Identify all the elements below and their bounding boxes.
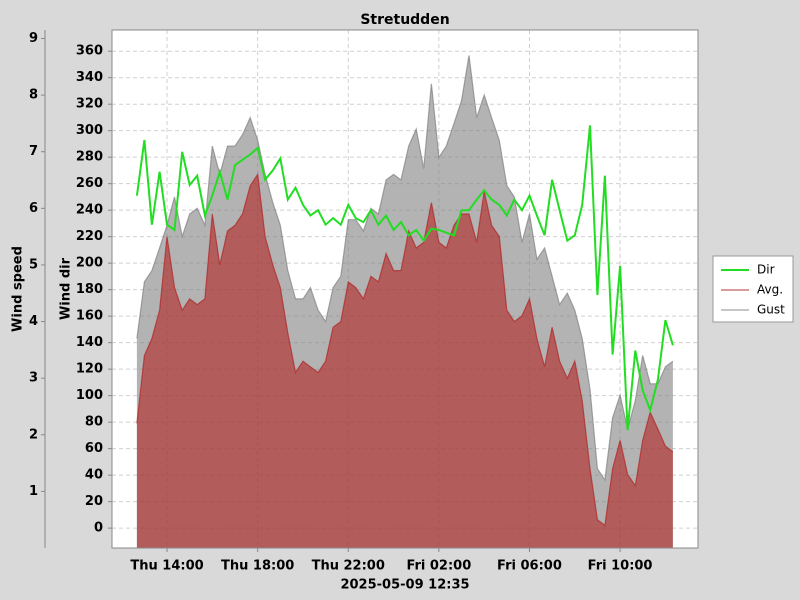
y-tick-label: 320 bbox=[76, 97, 103, 112]
y-tick-label: 40 bbox=[85, 468, 103, 483]
y-tick-label: 120 bbox=[76, 362, 103, 377]
series-line bbox=[135, 125, 674, 431]
y-tick-label: 60 bbox=[85, 441, 103, 456]
y-tick-label: 260 bbox=[76, 176, 103, 191]
legend-label: Dir bbox=[757, 263, 775, 277]
y2-tick-label: 2 bbox=[29, 427, 38, 442]
y-tick-label: 200 bbox=[76, 256, 103, 271]
x-tick-label: Thu 22:00 bbox=[312, 559, 385, 574]
x-axis-label: 2025-05-09 12:35 bbox=[340, 578, 469, 593]
y-axis-label: Wind dir bbox=[59, 257, 74, 320]
x-tick-label: Fri 10:00 bbox=[588, 559, 653, 574]
legend: Dir Avg. Gust bbox=[712, 255, 794, 323]
area-fill bbox=[136, 174, 673, 548]
y-tick-label: 360 bbox=[76, 44, 103, 59]
y2-tick-label: 3 bbox=[29, 371, 38, 386]
y-tick-label: 180 bbox=[76, 282, 103, 297]
y-tick-label: 0 bbox=[94, 521, 103, 536]
x-tick-label: Thu 18:00 bbox=[221, 559, 294, 574]
y-tick-label: 280 bbox=[76, 150, 103, 165]
y-tick-label: 100 bbox=[76, 388, 103, 403]
y-tick-label: 140 bbox=[76, 335, 103, 350]
x-tick-label: Thu 14:00 bbox=[130, 559, 203, 574]
chart-title: Stretudden bbox=[360, 12, 449, 28]
y-tick-label: 160 bbox=[76, 309, 103, 324]
y-tick-label: 220 bbox=[76, 229, 103, 244]
y2-tick-label: 4 bbox=[29, 314, 38, 329]
y-tick-label: 80 bbox=[85, 415, 103, 430]
y2-tick-label: 5 bbox=[29, 257, 38, 272]
legend-label: Avg. bbox=[757, 283, 783, 297]
y-tick-label: 300 bbox=[76, 123, 103, 138]
x-tick-label: Fri 02:00 bbox=[406, 559, 471, 574]
series-line bbox=[136, 172, 674, 527]
plot-border bbox=[111, 29, 699, 549]
y2-tick-label: 9 bbox=[29, 31, 38, 46]
y-tick-label: 20 bbox=[85, 494, 103, 509]
y2-tick-label: 7 bbox=[29, 144, 38, 159]
legend-box bbox=[712, 255, 794, 323]
y-tick-label: 340 bbox=[76, 70, 103, 85]
y2-tick-label: 6 bbox=[29, 201, 38, 216]
y2-tick-label: 8 bbox=[29, 88, 38, 103]
y2-tick-label: 1 bbox=[29, 484, 38, 499]
y-tick-label: 240 bbox=[76, 203, 103, 218]
series-line bbox=[136, 55, 674, 482]
legend-label: Gust bbox=[757, 303, 785, 317]
y2-axis-label: Wind speed bbox=[11, 246, 26, 332]
x-tick-label: Fri 06:00 bbox=[497, 559, 562, 574]
